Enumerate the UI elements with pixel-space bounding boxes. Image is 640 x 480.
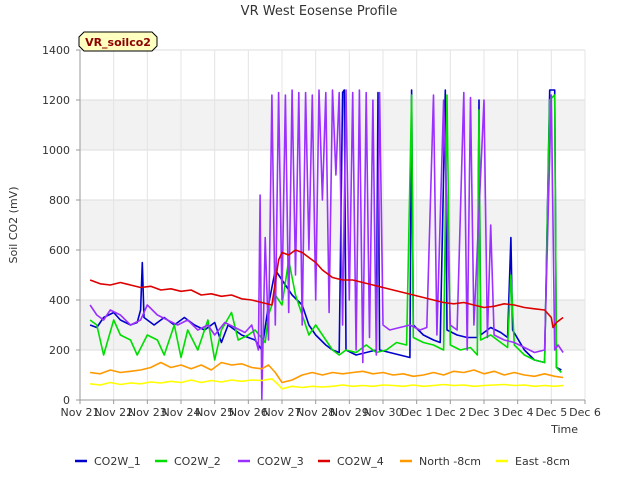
y-tick-label: 200 <box>49 344 70 357</box>
y-tick-label: 600 <box>49 244 70 257</box>
x-tick-label: Nov 22 <box>94 406 133 419</box>
y-tick-label: 400 <box>49 294 70 307</box>
y-tick-label: 1400 <box>42 44 70 57</box>
legend-label: North -8cm <box>419 455 481 468</box>
x-axis-label: Time <box>550 423 578 436</box>
x-tick-label: Nov 28 <box>296 406 335 419</box>
legend-item: CO2W_1 <box>75 455 141 468</box>
series-line-co2w-4 <box>89 249 564 329</box>
badge-label: VR_soilco2 <box>85 36 151 49</box>
legend-item: North -8cm <box>400 455 481 468</box>
legend-item: CO2W_4 <box>318 455 384 468</box>
y-tick-labels: 0 200 400 600 800 1000 1200 1400 <box>42 44 70 407</box>
x-tick-label: Nov 25 <box>195 406 234 419</box>
series-layer <box>89 89 564 401</box>
legend-item: East -8cm <box>496 455 570 468</box>
legend-label: East -8cm <box>515 455 570 468</box>
series-line-co2w-3 <box>89 89 564 401</box>
legend-label: CO2W_2 <box>174 455 221 468</box>
x-tick-label: Nov 23 <box>128 406 167 419</box>
badge-shape <box>78 31 158 52</box>
x-tick-label: Nov 30 <box>364 406 403 419</box>
y-tick-label: 1200 <box>42 94 70 107</box>
legend-item: CO2W_2 <box>155 455 221 468</box>
legend-label: CO2W_4 <box>337 455 384 468</box>
x-tick-label: Dec 1 <box>401 406 433 419</box>
y-axis-label: Soil CO2 (mV) <box>7 187 20 264</box>
x-tick-label: Nov 26 <box>229 406 268 419</box>
y-tick-label: 800 <box>49 194 70 207</box>
y-tick-label: 0 <box>63 394 70 407</box>
x-tick-label: Dec 5 <box>535 406 567 419</box>
grid-band <box>80 200 585 250</box>
axes <box>76 49 586 404</box>
legend: CO2W_1 CO2W_2 CO2W_3 CO2W_4 North -8cm East -… <box>75 455 570 468</box>
legend-label: CO2W_1 <box>94 455 141 468</box>
x-tick-label: Dec 2 <box>434 406 466 419</box>
series-line-east-8cm <box>90 377 564 390</box>
x-tick-label: Nov 29 <box>330 406 369 419</box>
chart-title: VR West Eosense Profile <box>241 4 398 19</box>
x-tick-label: Dec 4 <box>502 406 534 419</box>
y-tick-label: 1000 <box>42 144 70 157</box>
series-line-co2w-2 <box>89 94 562 374</box>
x-tick-label: Nov 21 <box>61 406 100 419</box>
x-tick-label: Nov 27 <box>263 406 302 419</box>
grid-bands <box>80 100 585 350</box>
x-tick-label: Dec 6 <box>569 406 601 419</box>
x-tick-label: Nov 24 <box>162 406 201 419</box>
x-tick-label: Dec 3 <box>468 406 500 419</box>
legend-item: CO2W_3 <box>238 455 304 468</box>
chart-badge: VR_soilco2 <box>78 31 158 52</box>
series-line-north-8cm <box>89 361 564 384</box>
legend-label: CO2W_3 <box>257 455 304 468</box>
